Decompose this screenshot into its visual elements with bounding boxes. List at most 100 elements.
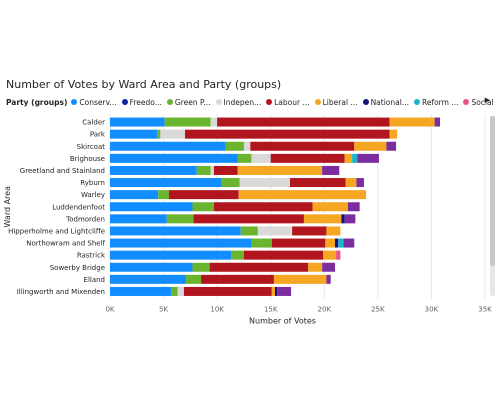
legend-item[interactable]: National...	[362, 98, 409, 107]
bar-segment[interactable]	[325, 238, 335, 248]
bar-segment[interactable]	[326, 274, 331, 284]
legend-item[interactable]: Indepen...	[215, 98, 261, 107]
legend-item[interactable]: Freedo...	[121, 98, 162, 107]
bar-segment[interactable]	[389, 117, 435, 127]
bar-segment[interactable]	[303, 214, 342, 224]
bar-segment[interactable]	[231, 250, 244, 260]
bar-segment[interactable]	[110, 153, 238, 163]
bar-segment[interactable]	[277, 286, 292, 296]
bar-segment[interactable]	[186, 274, 202, 284]
bar-segment[interactable]	[110, 117, 165, 127]
bar-segment[interactable]	[250, 141, 355, 151]
bar-segment[interactable]	[201, 274, 274, 284]
bar-segment[interactable]	[354, 141, 387, 151]
bar-segment[interactable]	[243, 250, 324, 260]
bar-segment[interactable]	[251, 153, 271, 163]
legend-item[interactable]: Liberal ...	[314, 98, 358, 107]
bar-segment[interactable]	[344, 214, 356, 224]
bar-segment[interactable]	[177, 286, 184, 296]
bar-segment[interactable]	[168, 190, 239, 200]
bar-segment[interactable]	[243, 141, 251, 151]
bar-segment[interactable]	[322, 165, 340, 175]
bar-segment[interactable]	[312, 202, 348, 212]
bar-segment[interactable]	[308, 262, 323, 272]
bar-segment[interactable]	[237, 153, 252, 163]
bar-segment[interactable]	[213, 202, 313, 212]
bar-segment[interactable]	[271, 286, 275, 296]
bar-segment[interactable]	[323, 250, 337, 260]
bar-segment[interactable]	[110, 250, 232, 260]
bar-segment[interactable]	[213, 165, 238, 175]
bar-segment[interactable]	[185, 129, 390, 139]
legend-item[interactable]: Labour ...	[266, 98, 310, 107]
bar-segment[interactable]	[193, 214, 304, 224]
bar-segment[interactable]	[347, 202, 360, 212]
bar-segment[interactable]	[345, 178, 357, 188]
bar-segment[interactable]	[434, 117, 440, 127]
bar-segment[interactable]	[183, 286, 272, 296]
bar-segment[interactable]	[110, 262, 193, 272]
bar-segment[interactable]	[166, 214, 194, 224]
bar-segment[interactable]	[240, 226, 258, 236]
bar-segment[interactable]	[210, 117, 218, 127]
bar-segment[interactable]	[290, 178, 346, 188]
category-label: Northowram and Shelf	[26, 240, 105, 248]
bar-segment[interactable]	[273, 274, 327, 284]
bar-segment[interactable]	[221, 178, 240, 188]
bar-segment[interactable]	[343, 238, 355, 248]
legend-item[interactable]: Green P...	[166, 98, 211, 107]
vertical-scrollbar[interactable]	[490, 116, 495, 296]
bar-segment[interactable]	[389, 129, 398, 139]
legend-scroll-right-icon[interactable]: ▶	[484, 96, 490, 104]
bar-segment[interactable]	[326, 226, 341, 236]
bar-segment[interactable]	[237, 165, 323, 175]
bar-segment[interactable]	[275, 286, 278, 296]
bar-segment[interactable]	[386, 141, 397, 151]
category-label: Brighouse	[70, 155, 105, 163]
bar-segment[interactable]	[157, 129, 161, 139]
bar-segment[interactable]	[110, 214, 167, 224]
bar-segment[interactable]	[192, 262, 210, 272]
bar-segment[interactable]	[192, 202, 214, 212]
bar-segment[interactable]	[110, 274, 187, 284]
bar-segment[interactable]	[239, 178, 290, 188]
bar-segment[interactable]	[110, 165, 197, 175]
bar-segment[interactable]	[160, 129, 185, 139]
bar-segment[interactable]	[270, 153, 345, 163]
bar-segment[interactable]	[344, 153, 353, 163]
bar-segment[interactable]	[110, 129, 158, 139]
bar-segment[interactable]	[356, 178, 364, 188]
bar-segment[interactable]	[171, 286, 178, 296]
bar-segment[interactable]	[210, 165, 214, 175]
bar-segment[interactable]	[336, 250, 341, 260]
legend-item[interactable]: Reform ...	[413, 98, 458, 107]
legend-item[interactable]: Conserv...	[71, 98, 117, 107]
bar-segment[interactable]	[110, 178, 222, 188]
bar-segment[interactable]	[110, 202, 193, 212]
bar-segment[interactable]	[110, 141, 226, 151]
bar-segment[interactable]	[271, 238, 326, 248]
bar-segment[interactable]	[217, 117, 390, 127]
bar-segment[interactable]	[110, 238, 252, 248]
scrollbar-thumb[interactable]	[490, 116, 495, 266]
bar-segment[interactable]	[257, 226, 293, 236]
bar-segment[interactable]	[338, 238, 344, 248]
bar-segment[interactable]	[209, 262, 309, 272]
bar-segment[interactable]	[110, 286, 172, 296]
legend-item[interactable]: Social D...	[463, 98, 494, 107]
bar-segment[interactable]	[335, 238, 339, 248]
category-label: Sowerby Bridge	[50, 264, 105, 272]
bar-segment[interactable]	[238, 190, 367, 200]
bar-segment[interactable]	[110, 226, 241, 236]
bar-segment[interactable]	[322, 262, 335, 272]
bar-segment[interactable]	[251, 238, 272, 248]
bar-segment[interactable]	[225, 141, 244, 151]
bar-segment[interactable]	[341, 214, 345, 224]
bar-segment[interactable]	[158, 190, 169, 200]
bar-segment[interactable]	[164, 117, 211, 127]
bar-segment[interactable]	[196, 165, 211, 175]
bar-segment[interactable]	[292, 226, 327, 236]
bar-segment[interactable]	[357, 153, 379, 163]
bar-segment[interactable]	[352, 153, 358, 163]
bar-segment[interactable]	[110, 190, 159, 200]
